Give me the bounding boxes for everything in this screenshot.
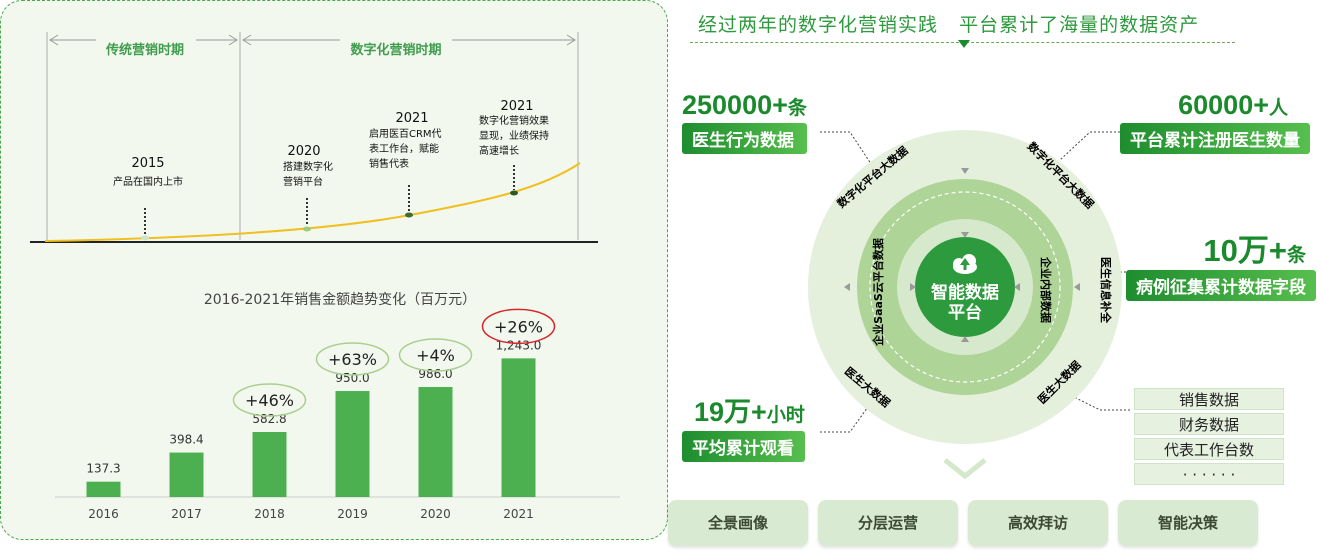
connector-line <box>820 131 876 171</box>
event-2020-desc-line: 搭建数字化 <box>283 160 333 173</box>
bar-chart: 137.3 2016 398.4 2017 582.8 2018 +46% 950.0 2019… <box>86 308 556 521</box>
growth-label: +4% <box>416 346 455 365</box>
stat-label: 平台累计注册医生数量 <box>1120 123 1310 154</box>
bar-value-label: 986.0 <box>418 367 452 381</box>
arrow-down-icon <box>961 168 969 174</box>
ring-label-inner: 企业SaaS云平台数据 <box>871 238 885 347</box>
stat-registered-doctors: 60000+人 平台累计注册医生数量 <box>1120 90 1310 154</box>
event-2020-desc-line: 营销平台 <box>283 175 323 188</box>
stat-watch-hours: 19万+小时 平均累计观看 <box>682 390 805 462</box>
period-label-traditional: 传统营销时期 <box>105 42 184 58</box>
ring-label-outer: 医生信息补全 <box>1099 257 1113 324</box>
arrow-left-icon <box>1014 283 1020 291</box>
stat-number: 250000+条 <box>682 90 807 120</box>
bar-2019 <box>335 391 370 497</box>
connector-line <box>1069 394 1130 411</box>
period-label-digital: 数字化营销时期 <box>350 42 441 58</box>
growth-ring <box>481 308 556 345</box>
stat-number: 19万+小时 <box>694 397 805 427</box>
arrow-down-icon <box>961 232 969 238</box>
button-smart-decision[interactable]: 智能决策 <box>1118 500 1258 546</box>
category-label: 2018 <box>254 507 285 521</box>
bar-value-label: 950.0 <box>335 371 369 385</box>
button-efficient-visit[interactable]: 高效拜访 <box>968 500 1108 546</box>
data-list-item: 财务数据 <box>1134 413 1284 435</box>
stat-doctor-behavior: 250000+条 医生行为数据 <box>682 90 807 154</box>
growth-curve <box>44 162 581 242</box>
headline: 经过两年的数字化营销实践 平台累计了海量的数据资产 <box>698 14 1200 36</box>
bar-2018 <box>252 431 287 497</box>
growth-label: +26% <box>494 317 543 336</box>
event-2021b-desc-line: 显现，业绩保持 <box>479 129 549 142</box>
category-label: 2017 <box>171 507 202 521</box>
bar-2017 <box>169 452 204 497</box>
event-2021b-desc-line: 高速增长 <box>479 144 519 157</box>
event-2021a-desc-line: 销售代表 <box>369 157 409 170</box>
event-2021a-desc-line: 表工作台，赋能 <box>369 142 439 155</box>
bar-value-label: 137.3 <box>86 462 120 476</box>
stat-label: 平均累计观看 <box>682 431 805 462</box>
growth-ring <box>398 338 473 372</box>
data-list-item: · · · · · · <box>1134 463 1284 485</box>
ring-label-inner: 企业内部数据 <box>1039 256 1053 323</box>
cloud-upload-icon <box>953 254 977 274</box>
growth-ring <box>232 383 307 417</box>
event-2021a-year: 2021 <box>395 111 428 126</box>
arrow-left-icon <box>242 34 252 46</box>
button-tiered-operation[interactable]: 分层运营 <box>818 500 958 546</box>
event-2020-marker <box>303 226 311 232</box>
data-list-item: 销售数据 <box>1134 388 1284 410</box>
ring-center <box>915 237 1015 337</box>
bar-2021 <box>501 358 536 497</box>
headline-marker-icon <box>958 40 970 48</box>
event-2015-marker <box>141 235 149 241</box>
arrow-right-icon <box>910 283 916 291</box>
arrow-left-icon <box>1074 283 1080 291</box>
left-panel-graphics: 传统营销时期 数字化营销时期 2015 产品在国内上市 2020 搭建数字化 营… <box>30 32 620 521</box>
bar-value-label: 582.8 <box>252 412 286 426</box>
platform-diagram: 智能数据 平台 数字化平台大数据 数字化平台大数据 医生信息补全 医生大数据 医… <box>808 130 1130 480</box>
bar-2016 <box>86 481 121 497</box>
bar-value-label: 1,243.0 <box>496 338 542 352</box>
bar-2020 <box>418 387 453 497</box>
event-2021a-desc-line: 启用医百CRM代 <box>369 127 442 140</box>
arrow-left-icon <box>844 283 850 291</box>
event-2021b-marker <box>510 190 518 196</box>
connector-line <box>1059 131 1120 161</box>
category-label: 2021 <box>503 507 534 521</box>
data-list-item: 代表工作台数 <box>1134 438 1284 460</box>
bar-value-label: 398.4 <box>169 433 203 447</box>
arrow-left-icon <box>49 34 59 46</box>
event-2021a-marker <box>405 212 413 218</box>
center-title-line1: 智能数据 <box>931 282 999 303</box>
event-2015-desc: 产品在国内上市 <box>113 175 183 188</box>
category-label: 2016 <box>88 507 119 521</box>
stat-number: 10万+条 <box>1203 233 1306 268</box>
growth-ring <box>315 342 390 376</box>
event-2020-year: 2020 <box>287 144 320 159</box>
period-label-bg <box>340 38 452 44</box>
center-title-line2: 平台 <box>948 302 982 323</box>
arrow-up-icon <box>961 336 969 342</box>
event-2021b-desc-line: 数字化营销效果 <box>479 114 549 127</box>
stat-label: 病例征集累计数据字段 <box>1126 270 1316 301</box>
growth-label: +63% <box>328 350 377 369</box>
stat-number: 60000+人 <box>1178 90 1288 120</box>
ring-middle-dashed <box>869 191 1061 383</box>
timeline: 传统营销时期 数字化营销时期 2015 产品在国内上市 2020 搭建数字化 营… <box>30 32 598 243</box>
growth-label: +46% <box>245 391 294 410</box>
period-label-bg <box>96 38 196 44</box>
event-2021b-year: 2021 <box>500 99 533 114</box>
button-panorama-profile[interactable]: 全景画像 <box>668 500 808 546</box>
stat-case-fields: 10万+条 病例征集累计数据字段 <box>1126 225 1316 301</box>
arrow-right-icon <box>566 34 576 46</box>
stat-label: 医生行为数据 <box>682 123 807 154</box>
event-2015-year: 2015 <box>131 156 164 171</box>
category-label: 2020 <box>420 507 451 521</box>
category-label: 2019 <box>337 507 368 521</box>
arrow-right-icon <box>228 34 238 46</box>
left-panel: 传统营销时期 数字化营销时期 2015 产品在国内上市 2020 搭建数字化 营… <box>0 0 668 540</box>
chart-title: 2016-2021年销售金额趋势变化（百万元） <box>204 292 476 308</box>
chevron-down-icon <box>943 458 987 480</box>
